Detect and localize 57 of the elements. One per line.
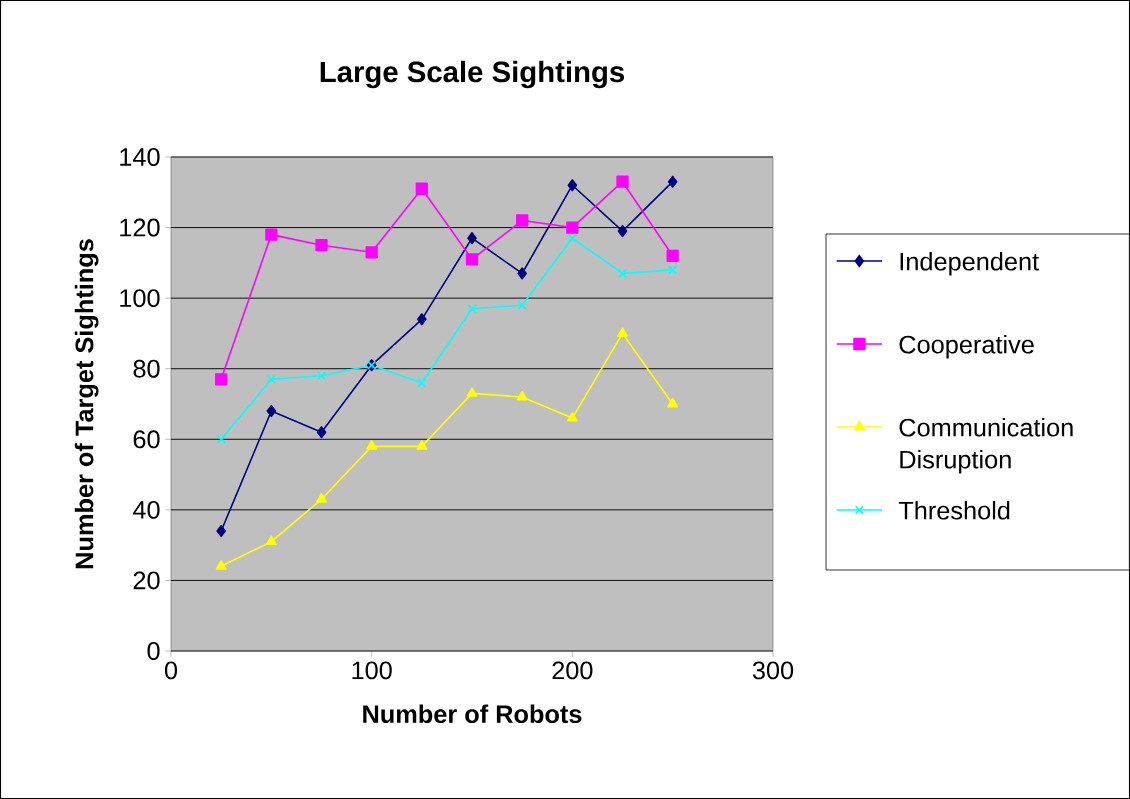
- legend-label: Independent: [900, 251, 1039, 276]
- point: [616, 175, 629, 188]
- x-tick-label: 100: [352, 661, 392, 680]
- y-tick-label: 60: [133, 430, 160, 449]
- point: [567, 233, 577, 243]
- point: [668, 265, 678, 275]
- y-tick-label: 20: [133, 571, 160, 590]
- y-tick-label: 0: [147, 642, 160, 660]
- point: [266, 374, 276, 384]
- legend-label: Threshold: [898, 500, 1010, 520]
- point: [417, 378, 427, 388]
- chart-title: Large Scale Sightings: [320, 60, 625, 89]
- point: [365, 246, 378, 259]
- legend-label: Communication Disruption: [899, 417, 1073, 474]
- point: [266, 404, 277, 418]
- point: [316, 493, 327, 503]
- point: [215, 373, 228, 386]
- point: [516, 214, 529, 227]
- y-tick-label: 100: [120, 289, 160, 308]
- point: [416, 440, 428, 450]
- point: [216, 434, 226, 444]
- x-tick-label: 200: [552, 661, 593, 680]
- point: [315, 239, 328, 252]
- point: [667, 397, 679, 408]
- point: [516, 390, 528, 401]
- point: [316, 371, 327, 381]
- point: [567, 179, 578, 192]
- point: [617, 268, 628, 279]
- point: [415, 182, 428, 195]
- point: [316, 426, 327, 439]
- x-tick-label: 300: [752, 661, 794, 680]
- point: [265, 228, 278, 241]
- point: [366, 440, 378, 450]
- point: [617, 327, 628, 337]
- point: [417, 313, 427, 326]
- point: [617, 224, 628, 238]
- point: [667, 175, 678, 188]
- point: [666, 249, 679, 262]
- legend-label: Cooperative: [899, 334, 1034, 359]
- point: [465, 253, 479, 266]
- x-axis-title: Number of Robots: [363, 704, 582, 724]
- y-tick-label: 140: [120, 148, 160, 166]
- point: [566, 411, 578, 422]
- point: [517, 300, 527, 310]
- point: [566, 221, 579, 234]
- y-axis-title: Number of Target Sightings: [74, 239, 99, 569]
- point: [216, 524, 226, 538]
- point: [467, 304, 477, 314]
- x-tick-label: 0: [164, 661, 178, 680]
- y-tick-label: 80: [133, 359, 160, 378]
- y-tick-label: 40: [133, 500, 160, 519]
- point: [265, 535, 277, 546]
- point: [467, 232, 477, 245]
- point: [215, 560, 227, 570]
- point: [466, 387, 478, 397]
- point: [517, 267, 527, 280]
- y-tick-label: 120: [120, 218, 160, 237]
